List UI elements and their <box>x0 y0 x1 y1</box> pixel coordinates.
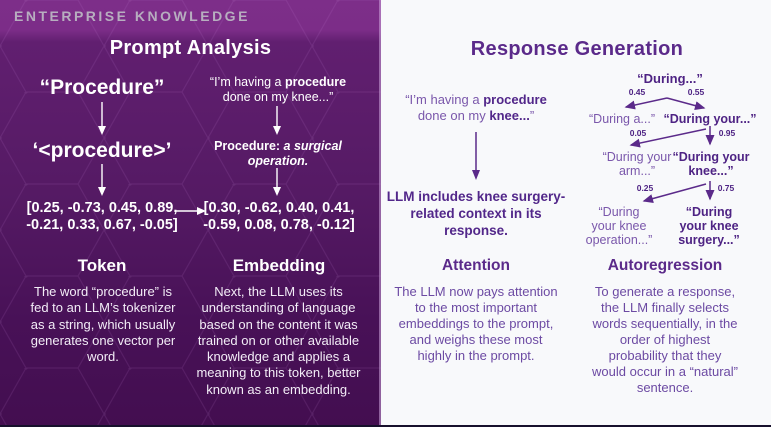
embedding-description: Next, the LLM uses its understanding of … <box>196 284 361 397</box>
probability-label: 0.25 <box>636 183 654 193</box>
embedding-vector: [0.30, -0.62, 0.40, 0.41, -0.59, 0.08, 0… <box>203 200 355 233</box>
tree-arrows <box>624 97 715 203</box>
prompt-bold-procedure: procedure <box>483 92 547 107</box>
token-description: The word “procedure” is fed to an LLM’s … <box>30 284 176 364</box>
enterprise-knowledge-logo: ENTERPRISE KNOWLEDGE <box>14 8 250 24</box>
token-string: ‘<procedure>’ <box>32 139 172 162</box>
definition-term: Procedure: <box>214 139 284 153</box>
autoregression-tree: “During...” 0.45 0.55 “During a...” “Dur… <box>575 68 771 258</box>
right-arrow-icon <box>176 207 206 215</box>
autoregression-description: To generate a response, the LLM finally … <box>592 284 738 395</box>
prompt-analysis-title: Prompt Analysis <box>109 37 272 59</box>
tree-node-during-your-knee: “During your knee...” <box>672 150 750 178</box>
attention-prompt: “I’m having a procedure done on my knee.… <box>393 92 559 123</box>
hexagon-pattern-background <box>0 0 381 425</box>
attention-context-text: LLM includes knee surgery-related contex… <box>386 189 566 238</box>
tree-node-during-a: “During a...” <box>589 112 655 126</box>
probability-label: 0.75 <box>717 183 735 193</box>
tree-node-knee-operation: “During your knee operation...” <box>585 205 653 247</box>
sentence-bold-word: procedure <box>284 75 347 89</box>
down-arrow-icon <box>273 168 281 196</box>
tree-node-during-your: “During your...” <box>663 112 757 126</box>
response-generation-title: Response Generation <box>470 38 684 60</box>
response-generation-panel: Response Generation “I’m having a proced… <box>383 0 771 425</box>
tree-root-node: “During...” <box>637 71 703 86</box>
embedding-definition: Procedure: a surgical operation. <box>207 139 349 169</box>
embedding-heading: Embedding <box>232 256 326 275</box>
tree-node-knee-surgery: “During your knee surgery...” <box>678 205 740 247</box>
probability-label: 0.95 <box>718 128 736 138</box>
probability-label: 0.45 <box>628 87 646 97</box>
prompt-analysis-panel: ENTERPRISE KNOWLEDGE Prompt Analysis “Pr… <box>0 0 381 425</box>
token-word: “Procedure” <box>39 76 165 99</box>
sentence-suffix: done on my knee...” <box>222 90 334 104</box>
prompt-part-1: “I’m having a <box>405 92 484 107</box>
down-arrow-icon <box>98 102 106 135</box>
down-arrow-icon <box>472 132 480 180</box>
down-arrow-icon <box>273 106 281 135</box>
prompt-bold-knee: knee... <box>489 107 530 123</box>
prompt-part-3: ” <box>529 107 535 123</box>
sentence-prefix: “I’m having a <box>209 75 285 89</box>
down-arrow-icon <box>98 164 106 196</box>
embedding-sentence: “I’m having a procedure done on my knee.… <box>202 75 354 105</box>
attention-description: The LLM now pays attention to the most i… <box>394 284 558 363</box>
probability-label: 0.55 <box>687 87 705 97</box>
token-heading: Token <box>77 256 127 275</box>
token-vector: [0.25, -0.73, 0.45, 0.89, -0.21, 0.33, 0… <box>26 200 178 233</box>
autoregression-heading: Autoregression <box>607 257 723 274</box>
definition-meaning: a surgical operation. <box>247 139 342 168</box>
tree-node-during-your-arm: “During your arm...” <box>602 150 672 178</box>
attention-heading: Attention <box>441 257 510 274</box>
probability-label: 0.05 <box>629 128 647 138</box>
prompt-part-2: done on my <box>417 107 490 123</box>
